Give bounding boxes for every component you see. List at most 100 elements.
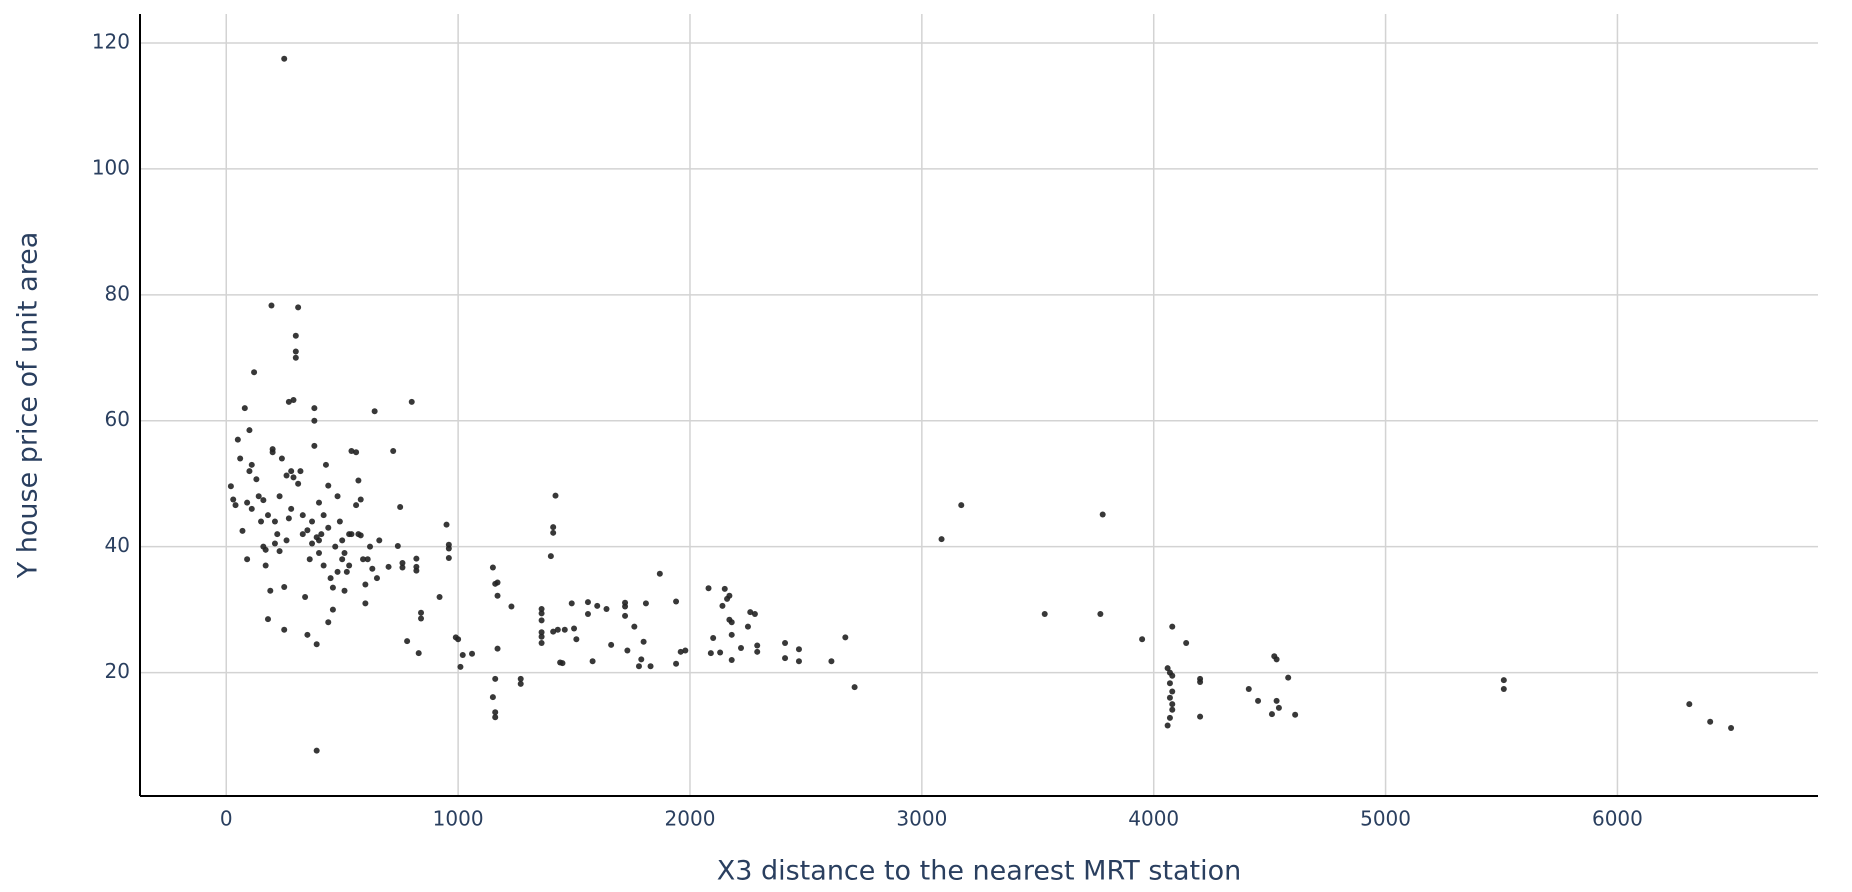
point: [255, 493, 262, 500]
point: [1255, 697, 1262, 704]
point: [1728, 725, 1735, 731]
point: [782, 655, 789, 662]
point: [322, 461, 329, 468]
point: [494, 579, 501, 586]
point: [719, 602, 726, 609]
point: [1164, 665, 1171, 672]
point: [1245, 685, 1252, 692]
point: [355, 477, 362, 484]
point: [313, 641, 320, 648]
point: [1169, 706, 1176, 713]
point: [297, 468, 304, 475]
point: [705, 585, 712, 592]
point: [1099, 511, 1106, 518]
point: [1139, 636, 1146, 643]
point: [561, 626, 568, 633]
point: [320, 512, 327, 519]
point: [283, 472, 290, 479]
point: [348, 447, 355, 454]
point: [362, 600, 369, 607]
point: [452, 634, 459, 641]
point: [573, 636, 580, 643]
point: [538, 633, 545, 640]
point: [299, 512, 306, 519]
point: [285, 515, 292, 522]
point: [608, 641, 615, 648]
point: [251, 369, 258, 376]
point: [550, 529, 557, 536]
point: [246, 468, 253, 475]
point: [1164, 722, 1171, 729]
point: [353, 502, 360, 509]
point: [281, 55, 288, 62]
point: [311, 417, 318, 424]
point: [371, 408, 378, 415]
point: [795, 658, 802, 665]
point: [538, 629, 545, 636]
point: [751, 611, 758, 618]
point: [1275, 704, 1282, 711]
point: [589, 658, 596, 665]
point: [232, 502, 239, 509]
point: [550, 628, 557, 635]
point: [355, 531, 362, 538]
point: [413, 555, 420, 562]
point: [390, 447, 397, 454]
point: [262, 562, 269, 569]
point: [269, 449, 276, 456]
point: [517, 680, 524, 687]
point: [1169, 688, 1176, 695]
point: [334, 493, 341, 500]
x-tick-label: 6000: [1592, 807, 1643, 831]
point: [489, 694, 496, 701]
point: [538, 640, 545, 646]
point: [260, 497, 267, 504]
point: [264, 512, 271, 519]
point: [642, 600, 649, 607]
point: [292, 348, 299, 355]
point: [241, 405, 248, 412]
point: [1273, 697, 1280, 704]
point: [339, 537, 346, 544]
point: [274, 531, 281, 538]
point: [332, 543, 339, 550]
point: [445, 555, 452, 561]
point: [253, 476, 260, 483]
y-tick-label: 20: [105, 659, 130, 683]
point: [1183, 640, 1190, 646]
point: [1285, 674, 1292, 681]
point: [1197, 713, 1204, 720]
point: [320, 562, 327, 569]
point: [369, 565, 376, 572]
point: [550, 524, 557, 531]
point: [726, 592, 733, 599]
point: [677, 648, 684, 655]
x-axis-title: X3 distance to the nearest MRT station: [717, 856, 1242, 887]
point: [315, 499, 322, 506]
point: [281, 626, 288, 633]
point: [717, 649, 724, 656]
point: [492, 709, 499, 716]
point: [459, 651, 466, 658]
point: [288, 468, 295, 475]
point: [415, 650, 422, 657]
point: [246, 427, 253, 434]
point: [1686, 701, 1693, 708]
point: [594, 602, 601, 609]
point: [325, 482, 332, 489]
x-tick-label: 0: [220, 807, 233, 831]
point: [492, 675, 499, 682]
y-axis-title: Y house price of unit area: [13, 232, 44, 580]
point: [276, 548, 283, 555]
point: [754, 648, 761, 655]
point: [311, 405, 318, 412]
point: [1292, 711, 1299, 718]
point: [469, 650, 476, 657]
point: [309, 518, 316, 525]
point: [584, 611, 591, 618]
point: [622, 612, 629, 619]
point: [494, 645, 501, 652]
point: [239, 527, 246, 534]
point: [313, 747, 320, 754]
